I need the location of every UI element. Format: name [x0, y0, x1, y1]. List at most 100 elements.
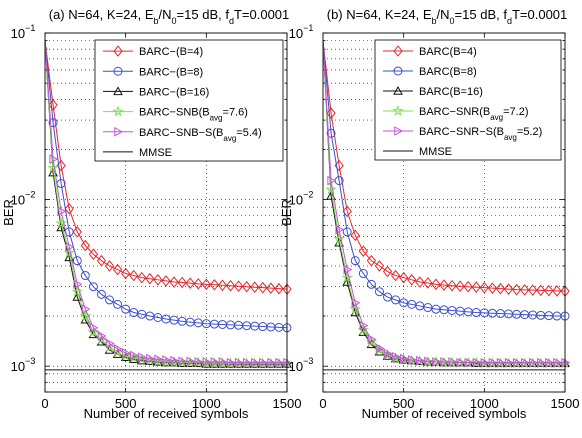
data-point	[48, 118, 58, 128]
data-point	[399, 271, 409, 284]
data-point	[326, 128, 336, 138]
data-point	[97, 331, 107, 341]
legend-label: BARC−SNB−S(Bavg=5.4)	[139, 127, 262, 143]
series-line	[44, 40, 287, 364]
data-point	[463, 280, 473, 293]
data-point	[177, 276, 187, 289]
data-point	[424, 356, 433, 367]
data-point	[250, 281, 260, 293]
data-point	[520, 284, 530, 296]
y-tick-label: 10−3	[11, 356, 36, 374]
data-point	[146, 353, 155, 364]
data-point	[259, 357, 268, 368]
x-tick-label: 1500	[273, 396, 302, 411]
data-point	[342, 277, 353, 286]
data-point	[545, 357, 554, 368]
x-tick-label: 500	[115, 396, 137, 411]
data-point	[351, 298, 361, 308]
data-point	[121, 348, 131, 358]
legend-entry: BARC−(B=4)	[103, 45, 203, 58]
data-point	[382, 265, 393, 278]
data-point	[536, 284, 546, 297]
x-tick-label: 500	[393, 396, 415, 411]
legend-label: BARC−(B=16)	[139, 86, 209, 98]
data-point	[96, 254, 107, 267]
data-point	[350, 229, 360, 242]
data-point	[432, 357, 441, 367]
series-2	[44, 40, 292, 333]
data-point	[383, 348, 393, 359]
data-point	[512, 357, 522, 368]
data-point	[349, 303, 362, 315]
legend-label: BARC(B=8)	[419, 66, 477, 78]
data-point	[251, 357, 260, 368]
legend-entry: BARC(B=16)	[383, 85, 483, 98]
data-point	[390, 269, 401, 282]
data-point	[47, 161, 59, 173]
data-point	[504, 357, 514, 368]
data-point	[464, 357, 474, 368]
data-point	[448, 357, 458, 367]
data-point	[114, 126, 124, 137]
data-point	[342, 205, 352, 218]
data-point	[393, 45, 403, 57]
legend-label: BARC−(B=4)	[139, 46, 203, 58]
data-point	[242, 357, 252, 368]
data-point	[154, 354, 163, 365]
data-point	[333, 232, 345, 244]
data-point	[375, 343, 385, 354]
data-point	[416, 355, 425, 366]
legend-entry: MMSE	[103, 147, 172, 159]
data-point	[209, 279, 220, 291]
data-point	[233, 280, 244, 293]
series-5	[322, 40, 571, 368]
series-5	[44, 40, 293, 368]
data-point	[226, 357, 236, 368]
data-point	[374, 287, 384, 297]
data-point	[267, 357, 276, 368]
data-point	[423, 277, 433, 289]
data-point	[342, 227, 352, 237]
data-point	[105, 338, 115, 349]
data-point	[113, 86, 123, 96]
legend-label: BARC−SNR−S(Bavg=5.2)	[419, 126, 542, 142]
data-point	[258, 281, 268, 294]
series-1	[322, 40, 570, 297]
data-point	[392, 104, 404, 116]
x-tick-label: 1000	[470, 396, 499, 411]
legend-label: BARC−SNR(Bavg=7.2)	[419, 106, 529, 122]
chart-panel-a: 0 500 1000 1500 10−1 10−2 10−3 (a) N=64, K=24, …	[1, 7, 301, 421]
data-point	[394, 126, 404, 136]
data-point	[488, 357, 498, 368]
data-point	[359, 320, 369, 331]
data-point	[64, 227, 74, 237]
data-point	[186, 356, 196, 367]
data-point	[137, 271, 147, 284]
data-point	[242, 280, 252, 293]
data-point	[274, 282, 284, 295]
data-point	[193, 278, 203, 290]
x-tick-label: 0	[319, 396, 326, 411]
data-point	[89, 322, 99, 333]
data-point	[487, 282, 498, 294]
data-point	[225, 279, 236, 292]
data-point	[121, 267, 131, 280]
data-point	[162, 355, 172, 365]
data-point	[88, 282, 98, 292]
series-line	[322, 40, 565, 317]
data-point	[326, 107, 336, 120]
data-point	[170, 355, 180, 366]
data-point	[104, 260, 115, 272]
y-tick-label: 10−1	[289, 23, 314, 41]
data-point	[325, 183, 337, 195]
plot-frame	[322, 32, 566, 393]
data-point	[391, 295, 401, 305]
data-point	[81, 304, 91, 314]
data-point	[266, 282, 276, 294]
chart-title: (b) N=64, K=24, Eb/N0=15 dB, fdT=0.0001	[327, 7, 568, 26]
data-point	[393, 66, 403, 76]
x-tick-label: 1000	[192, 396, 221, 411]
legend-entry: BARC−SNR−S(Bavg=5.2)	[383, 126, 542, 142]
data-point	[366, 254, 377, 267]
